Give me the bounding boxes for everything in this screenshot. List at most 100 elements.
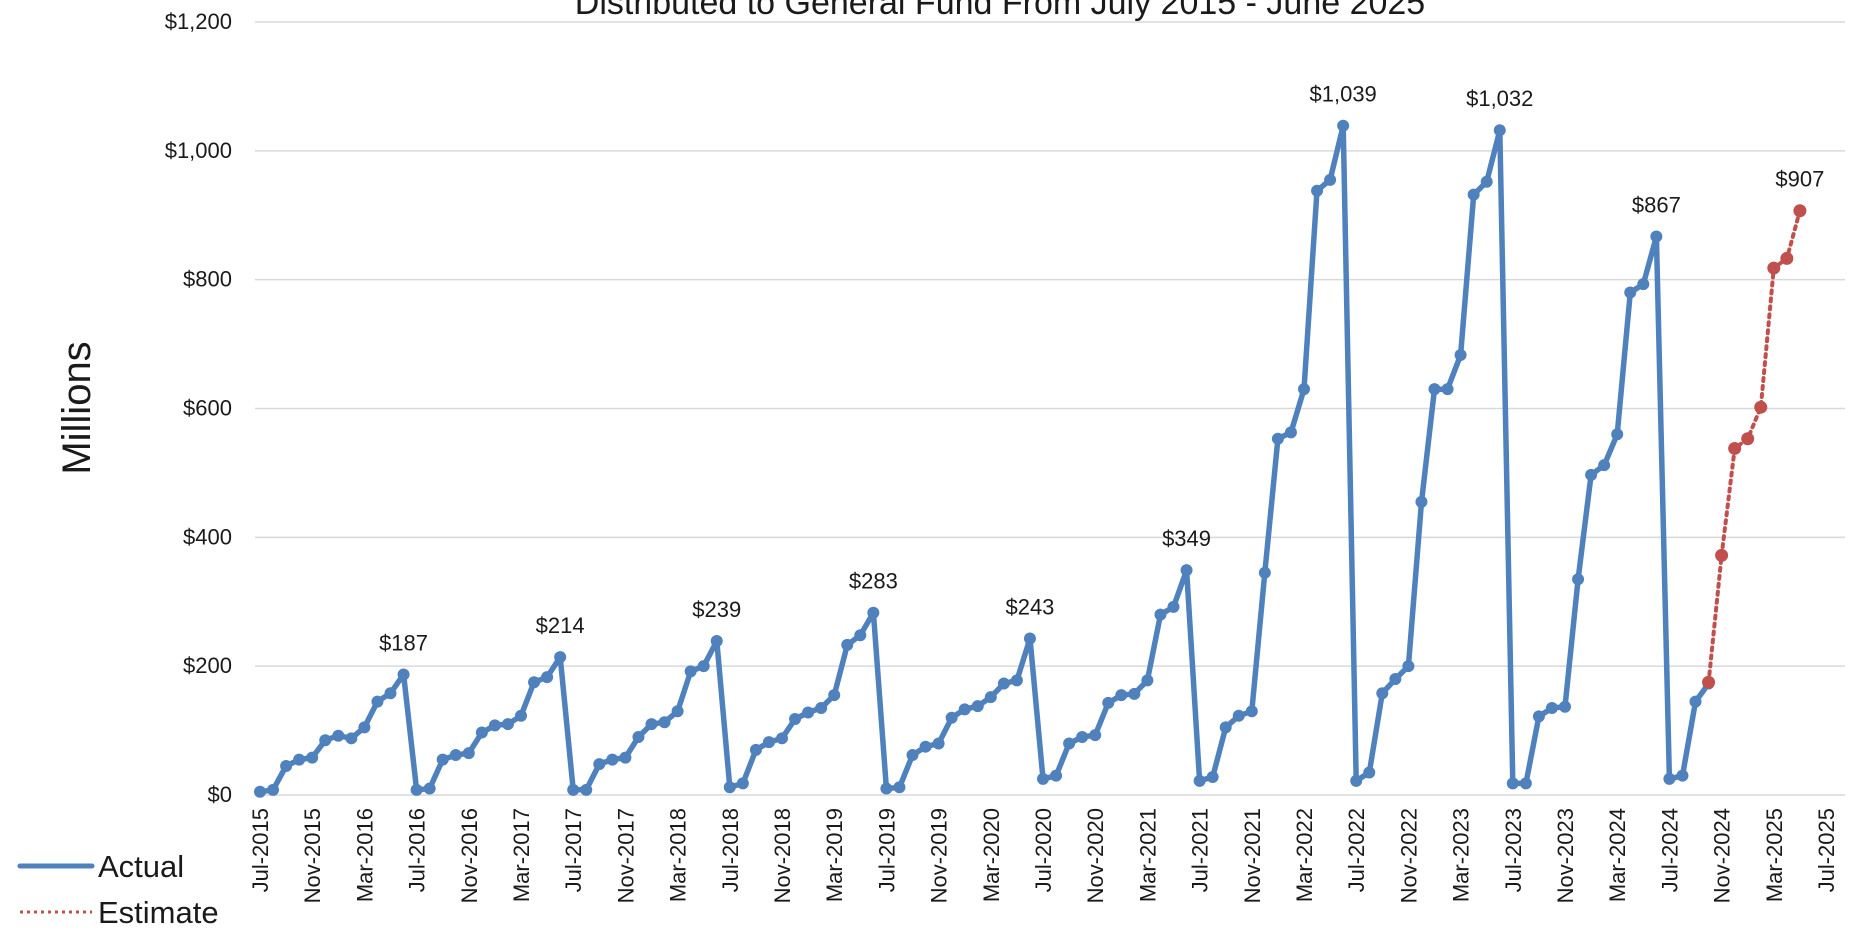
data-point-estimate bbox=[1741, 432, 1755, 446]
x-tick-label: Nov-2018 bbox=[770, 808, 795, 903]
x-tick-label: Mar-2021 bbox=[1135, 808, 1160, 902]
data-point-actual bbox=[1650, 230, 1663, 243]
data-label: $1,039 bbox=[1310, 82, 1377, 107]
data-point-actual bbox=[1428, 383, 1441, 396]
chart-title-group: Distributed to General Fund From July 20… bbox=[575, 0, 1425, 22]
x-tick-label: Nov-2023 bbox=[1553, 808, 1578, 903]
x-tick-label: Nov-2021 bbox=[1240, 808, 1265, 903]
data-point-actual bbox=[854, 629, 867, 642]
gridlines bbox=[255, 21, 1845, 796]
data-point-actual bbox=[254, 785, 266, 798]
data-point-actual bbox=[1206, 770, 1219, 783]
data-label: $349 bbox=[1162, 526, 1211, 551]
data-point-actual bbox=[697, 660, 710, 673]
x-tick-label: Jul-2023 bbox=[1501, 808, 1526, 892]
data-point-actual bbox=[1467, 188, 1480, 201]
x-tick-label: Nov-2024 bbox=[1710, 808, 1735, 903]
data-point-actual bbox=[1180, 564, 1193, 577]
x-tick-label: Mar-2022 bbox=[1292, 808, 1317, 902]
data-point-actual bbox=[658, 716, 671, 729]
data-label: $867 bbox=[1632, 193, 1681, 218]
data-point-actual bbox=[1454, 349, 1467, 362]
data-point-actual bbox=[828, 689, 841, 702]
data-point-actual bbox=[736, 777, 749, 790]
data-point-actual bbox=[1415, 495, 1428, 508]
data-label: $907 bbox=[1775, 167, 1824, 192]
data-point-actual bbox=[1023, 632, 1036, 645]
data-point-actual bbox=[1010, 674, 1023, 687]
x-tick-label: Jul-2024 bbox=[1657, 808, 1682, 892]
x-tick-label: Jul-2021 bbox=[1188, 808, 1213, 892]
data-point-actual bbox=[1572, 573, 1585, 586]
data-point-estimate bbox=[1754, 400, 1768, 414]
y-tick-label: $0 bbox=[208, 782, 232, 807]
data-point-actual bbox=[1689, 695, 1702, 708]
data-point-actual bbox=[1037, 772, 1049, 785]
data-point-actual bbox=[1271, 432, 1284, 445]
x-tick-label: Nov-2015 bbox=[300, 808, 325, 903]
data-point-actual bbox=[1154, 608, 1167, 621]
x-tick-label: Nov-2016 bbox=[457, 808, 482, 903]
x-tick-label: Mar-2025 bbox=[1762, 808, 1787, 902]
y-tick-label: $1,000 bbox=[165, 138, 232, 163]
data-point-actual bbox=[1089, 729, 1102, 742]
data-point-actual bbox=[1506, 777, 1519, 790]
data-point-actual bbox=[1232, 709, 1245, 722]
data-point-actual bbox=[501, 718, 514, 731]
data-point-actual bbox=[1245, 705, 1258, 718]
data-point-actual bbox=[1519, 777, 1532, 790]
data-point-actual bbox=[1493, 124, 1506, 137]
x-tick-label: Jul-2018 bbox=[718, 808, 743, 892]
data-point-actual bbox=[1402, 660, 1415, 673]
data-label: $243 bbox=[1005, 594, 1054, 619]
data-point-actual bbox=[958, 703, 971, 716]
data-point-actual bbox=[1376, 687, 1389, 700]
data-point-actual bbox=[723, 781, 736, 794]
data-point-actual bbox=[423, 782, 436, 795]
data-point-actual bbox=[358, 721, 371, 734]
legend-label-actual: Actual bbox=[98, 849, 184, 884]
data-point-actual bbox=[1350, 774, 1363, 787]
x-tick-label: Jul-2020 bbox=[1031, 808, 1056, 892]
data-point-actual bbox=[280, 760, 293, 773]
data-point-actual bbox=[1598, 459, 1611, 472]
data-point-actual bbox=[606, 753, 619, 766]
x-tick-label: Nov-2017 bbox=[613, 808, 638, 903]
data-point-actual bbox=[893, 781, 906, 794]
x-tick-label: Jul-2022 bbox=[1344, 808, 1369, 892]
data-label: $214 bbox=[536, 613, 585, 638]
data-point-actual bbox=[841, 638, 854, 651]
data-point-actual bbox=[515, 709, 527, 722]
data-point-actual bbox=[971, 700, 984, 713]
data-point-actual bbox=[1102, 696, 1115, 709]
data-point-actual bbox=[1480, 175, 1493, 188]
data-point-actual bbox=[1128, 687, 1141, 700]
data-point-actual bbox=[567, 783, 580, 796]
data-point-actual bbox=[645, 718, 658, 731]
x-tick-label: Mar-2019 bbox=[822, 808, 847, 902]
data-label: $187 bbox=[379, 631, 428, 656]
x-tick-label: Nov-2019 bbox=[927, 808, 952, 903]
x-tick-label: Mar-2018 bbox=[666, 808, 691, 902]
data-point-estimate bbox=[1702, 675, 1716, 689]
x-tick-label: Mar-2023 bbox=[1449, 808, 1474, 902]
data-point-actual bbox=[1193, 774, 1206, 787]
data-point-actual bbox=[671, 705, 684, 718]
legend: Actual Estimate bbox=[17, 849, 219, 930]
data-point-actual bbox=[710, 635, 723, 648]
legend-label-estimate: Estimate bbox=[98, 895, 219, 930]
data-point-actual bbox=[436, 753, 449, 766]
data-point-estimate bbox=[1767, 261, 1781, 275]
data-point-actual bbox=[997, 677, 1010, 690]
series-lines bbox=[254, 119, 1807, 798]
data-point-actual bbox=[1585, 468, 1598, 481]
data-point-actual bbox=[932, 737, 945, 750]
data-point-actual bbox=[749, 743, 762, 756]
data-point-actual bbox=[384, 687, 397, 700]
data-point-actual bbox=[528, 676, 541, 689]
y-tick-label: $800 bbox=[183, 267, 232, 292]
x-tick-label: Nov-2022 bbox=[1396, 808, 1421, 903]
x-tick-label: Jul-2016 bbox=[405, 808, 430, 892]
data-point-actual bbox=[1545, 702, 1558, 715]
